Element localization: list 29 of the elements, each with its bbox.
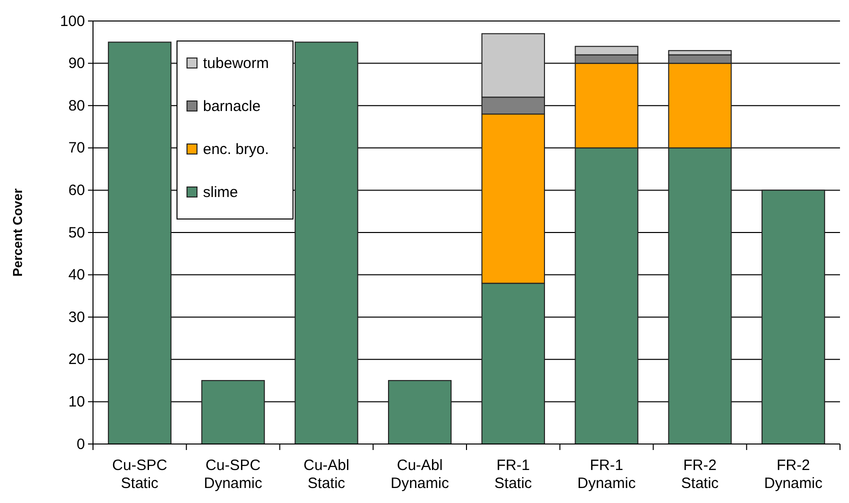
x-tick-label: Cu-Abl Dynamic xyxy=(390,457,450,492)
y-tick-label: 60 xyxy=(68,182,85,199)
x-tick-label: FR-1 Dynamic xyxy=(577,457,636,492)
y-tick-label: 50 xyxy=(68,224,85,242)
bar xyxy=(294,42,358,444)
y-tick-label: 100 xyxy=(60,12,85,30)
x-tick-label: Cu-SPC Dynamic xyxy=(204,457,263,492)
y-tick-label: 80 xyxy=(68,97,85,114)
bar xyxy=(762,190,826,444)
y-tick-label: 40 xyxy=(68,266,85,284)
bar xyxy=(108,42,172,444)
x-tick-label: FR-1 Static xyxy=(494,457,532,492)
legend-label: slime xyxy=(203,184,238,201)
legend-label: tubeworm xyxy=(203,55,269,72)
y-tick-label: 70 xyxy=(68,140,85,157)
x-tick-label: Cu-SPC Static xyxy=(112,457,168,492)
bar xyxy=(201,380,265,444)
x-tick-label: FR-2 Static xyxy=(681,457,720,492)
y-tick-label: 90 xyxy=(68,55,85,72)
x-tick-label: Cu-Abl Static xyxy=(304,457,350,492)
y-tick-label: 10 xyxy=(68,394,85,410)
y-tick-label: 0 xyxy=(76,436,85,453)
legend-label: enc. bryo. xyxy=(203,141,269,158)
legend-label: barnacle xyxy=(203,98,261,115)
y-axis-title: Percent Cover xyxy=(10,188,25,277)
y-tick-label: 20 xyxy=(68,351,85,368)
y-tick-label: 30 xyxy=(68,308,85,326)
x-tick-label: FR-2 Dynamic xyxy=(764,457,823,492)
bar xyxy=(388,380,452,444)
